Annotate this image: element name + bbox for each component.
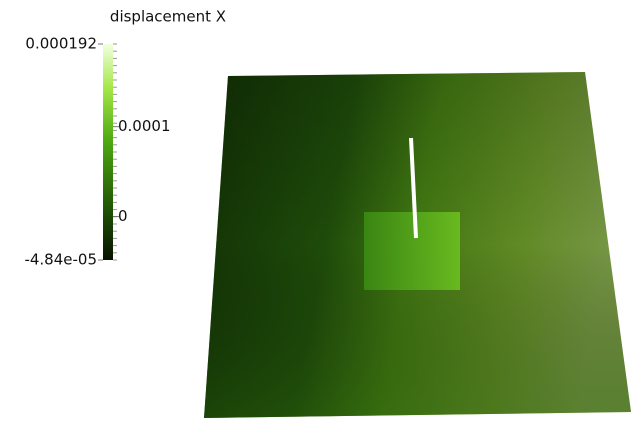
colorbar [103,44,113,260]
tick-label: 0.000192 [25,35,97,53]
mesh-surface [204,72,631,418]
tick-label: 0 [118,207,128,225]
colorbar-minor-ticks [113,43,117,261]
colorbar-title: displacement X [110,8,226,26]
tick-label: 0.0001 [118,117,171,135]
tick-label: -4.84e-05 [24,251,97,269]
colorbar-ticks: 0.000192 0.0001 0 -4.84e-05 [24,35,170,269]
